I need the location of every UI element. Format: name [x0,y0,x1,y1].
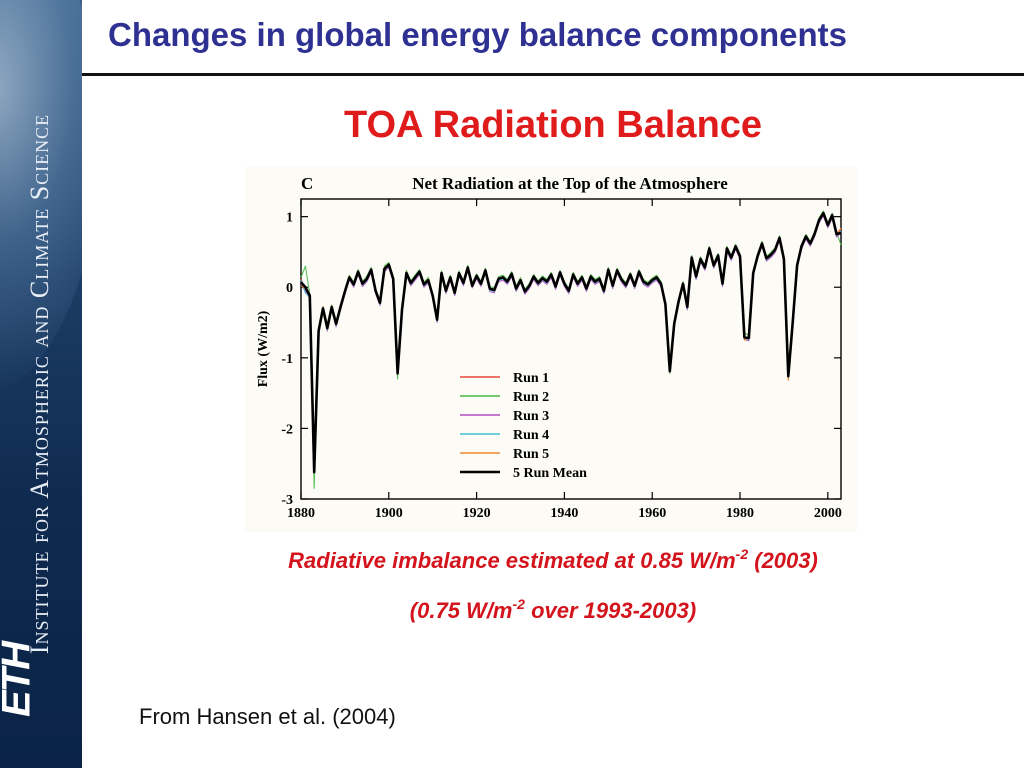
title-divider [82,73,1024,76]
chart-title: Net Radiation at the Top of the Atmosphe… [412,174,728,193]
legend-label: 5 Run Mean [513,466,587,481]
sidebar-banner: Institute for Atmospheric and Climate Sc… [0,0,82,768]
plot-frame [300,198,842,500]
chart-background [245,167,857,532]
y-tick-label: 0 [286,281,293,296]
y-tick-label: -1 [281,352,293,367]
x-tick-label: 1920 [463,506,491,521]
legend-label: Run 4 [513,428,549,443]
institute-name: Institute for Atmospheric and Climate Sc… [25,113,54,655]
caption-exponent: -2 [735,546,749,562]
period-caption: (0.75 W/m-2 over 1993-2003) [82,596,1024,624]
x-tick-label: 1940 [550,506,578,521]
x-tick-label: 1900 [375,506,403,521]
y-tick-label: 1 [286,211,293,226]
x-tick-label: 1880 [287,506,315,521]
legend-label: Run 5 [513,447,549,462]
caption-text-end: (2003) [748,548,818,573]
slide-title: Changes in global energy balance compone… [108,16,847,53]
panel-label: C [301,174,313,193]
y-axis-label: Flux (W/m2) [256,310,271,387]
caption-text: (0.75 W/m [409,598,513,623]
toa-radiation-chart: C Net Radiation at the Top of the Atmosp… [245,167,857,532]
x-tick-label: 1980 [726,506,754,521]
legend-label: Run 3 [513,409,549,424]
legend-label: Run 1 [513,371,549,386]
y-tick-label: -2 [281,422,293,437]
slide-subtitle: TOA Radiation Balance [343,104,763,146]
x-tick-label: 2000 [814,506,842,521]
x-tick-label: 1960 [638,506,666,521]
caption-exponent: -2 [512,596,525,612]
eth-logo: ETH [0,643,39,717]
y-tick-label: -3 [281,493,293,508]
source-citation: From Hansen et al. (2004) [139,704,396,729]
caption-text: Radiative imbalance estimated at 0.85 W/… [288,548,736,573]
legend-label: Run 2 [513,390,549,405]
imbalance-caption: Radiative imbalance estimated at 0.85 W/… [82,546,1024,574]
caption-text-end: over 1993-2003) [524,598,697,623]
series-line-6 [300,211,842,474]
